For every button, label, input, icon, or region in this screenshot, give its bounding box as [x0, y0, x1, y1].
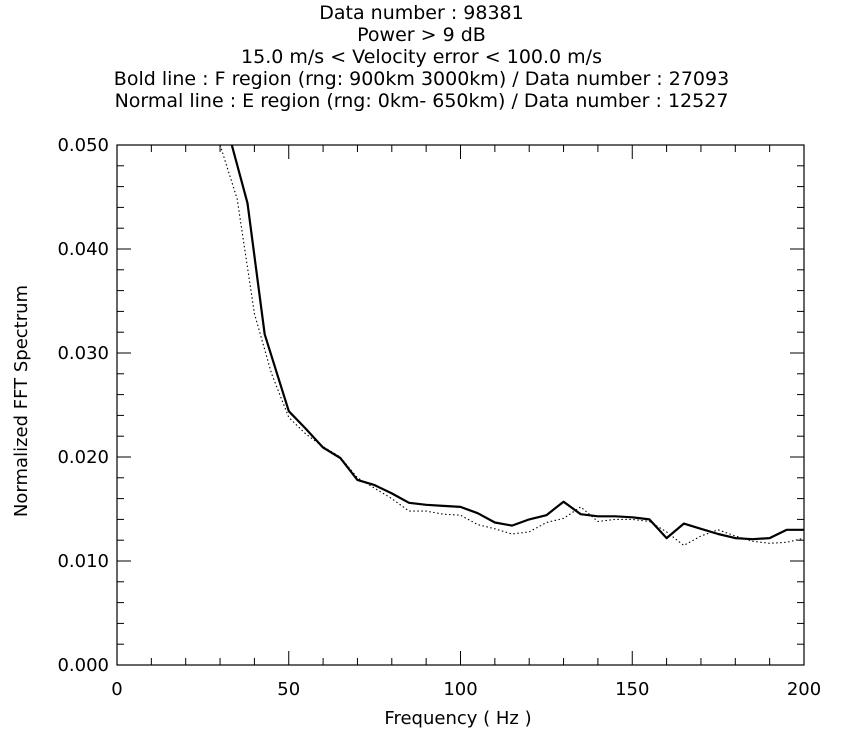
y-tick-label: 0.020 [57, 447, 109, 468]
y-tick-label: 0.040 [57, 239, 109, 260]
y-tick-label: 0.030 [57, 343, 109, 364]
e-region-line [219, 145, 804, 546]
y-tick-label: 0.050 [57, 135, 109, 156]
plot-frame [116, 144, 805, 666]
axes [116, 144, 805, 666]
x-tick-label: 150 [615, 679, 649, 700]
y-axis-label: Normalized FFT Spectrum [11, 285, 32, 517]
y-tick-label: 0.010 [57, 551, 109, 572]
chart-title-line-1: Data number : 98381 [319, 2, 524, 24]
chart-title-line-4: Bold line : F region (rng: 900km 3000km)… [113, 68, 730, 90]
chart-title-line-2: Power > 9 dB [357, 24, 486, 46]
series [219, 145, 804, 546]
f-region-line [230, 145, 804, 541]
chart-title-line-5: Normal line : E region (rng: 0km- 650km)… [114, 90, 729, 112]
chart-title-line-3: 15.0 m/s < Velocity error < 100.0 m/s [241, 46, 602, 68]
x-tick-label: 200 [787, 679, 821, 700]
x-tick-label: 100 [443, 679, 477, 700]
x-tick-label: 50 [277, 679, 300, 700]
y-tick-label: 0.000 [57, 655, 109, 676]
ticks: 0 50 100 150 200 0.000 0.010 0.020 0.030 0.040 0.0… [57, 135, 821, 700]
x-tick-label: 0 [111, 679, 122, 700]
x-axis-label: Frequency ( Hz ) [384, 708, 531, 729]
